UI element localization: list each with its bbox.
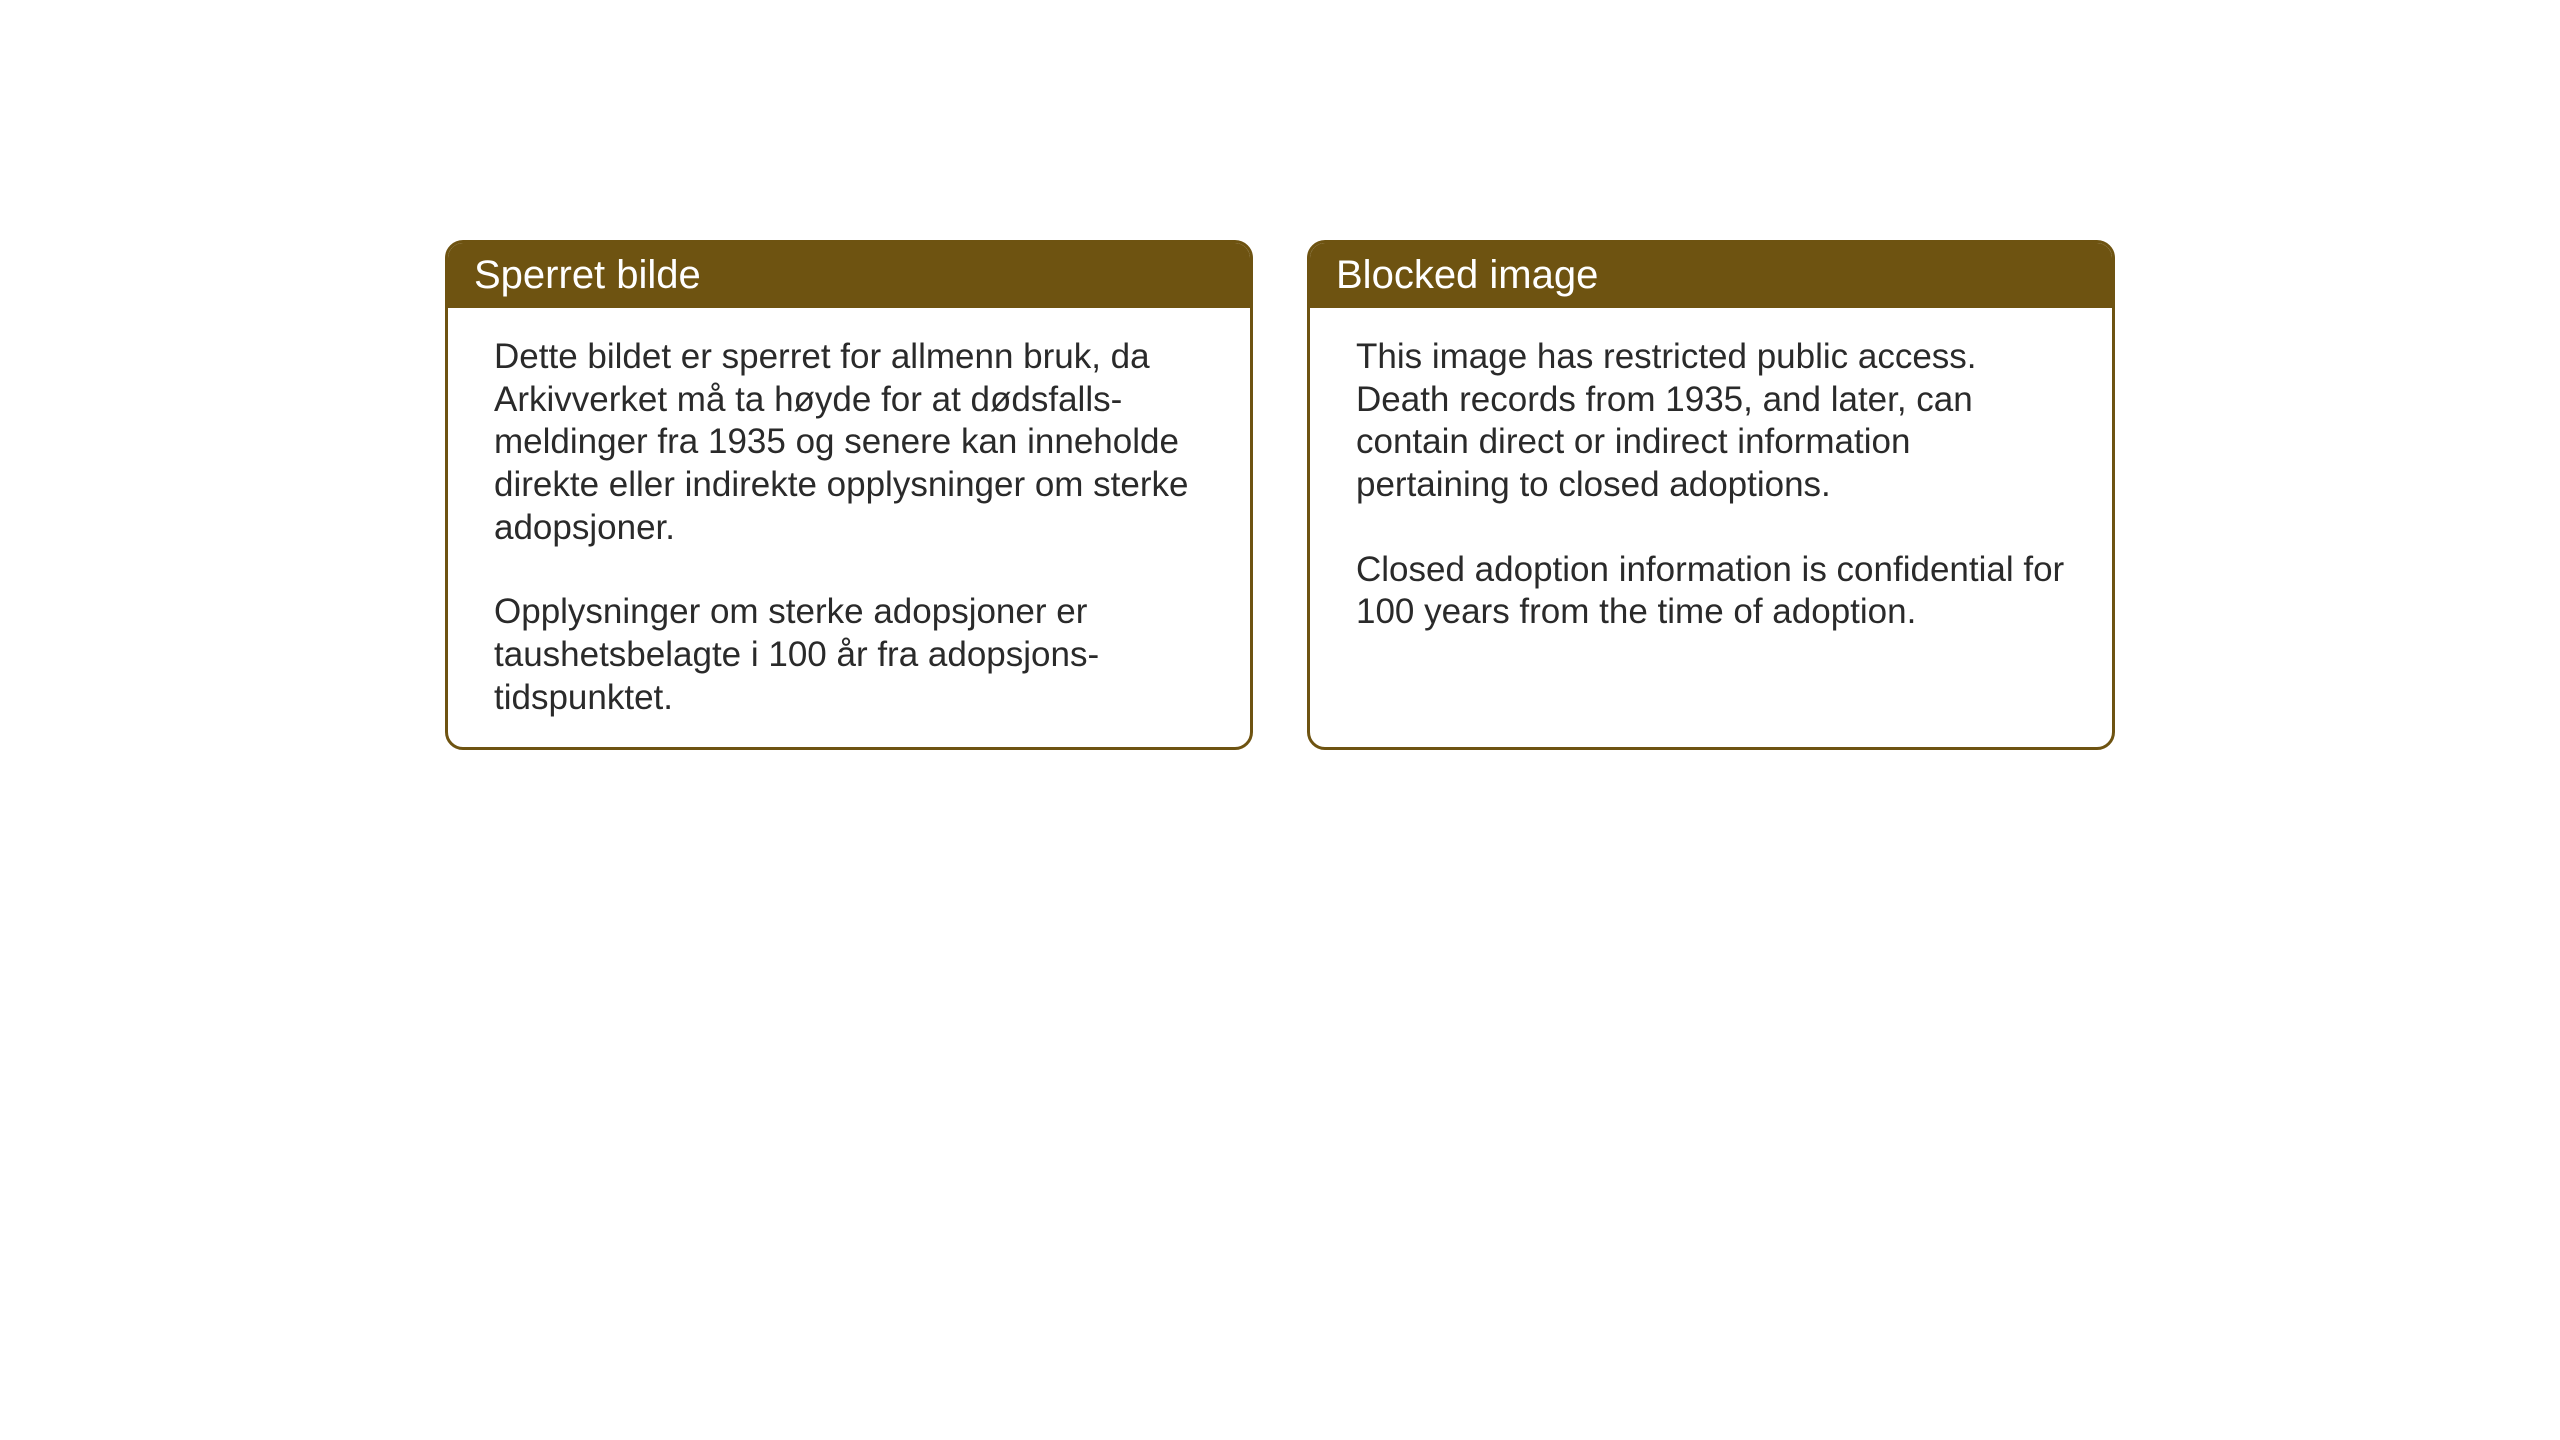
card-paragraph1-english: This image has restricted public access.… xyxy=(1356,336,2066,507)
card-paragraph2-english: Closed adoption information is confident… xyxy=(1356,549,2066,634)
card-header-norwegian: Sperret bilde xyxy=(448,243,1250,308)
card-norwegian: Sperret bilde Dette bildet er sperret fo… xyxy=(445,240,1253,750)
card-title-english: Blocked image xyxy=(1336,253,1598,297)
card-paragraph1-norwegian: Dette bildet er sperret for allmenn bruk… xyxy=(494,336,1204,549)
card-english: Blocked image This image has restricted … xyxy=(1307,240,2115,750)
card-body-norwegian: Dette bildet er sperret for allmenn bruk… xyxy=(448,308,1250,750)
card-header-english: Blocked image xyxy=(1310,243,2112,308)
cards-container: Sperret bilde Dette bildet er sperret fo… xyxy=(445,240,2115,750)
card-body-english: This image has restricted public access.… xyxy=(1310,308,2112,670)
card-title-norwegian: Sperret bilde xyxy=(474,253,701,297)
card-paragraph2-norwegian: Opplysninger om sterke adopsjoner er tau… xyxy=(494,591,1204,719)
